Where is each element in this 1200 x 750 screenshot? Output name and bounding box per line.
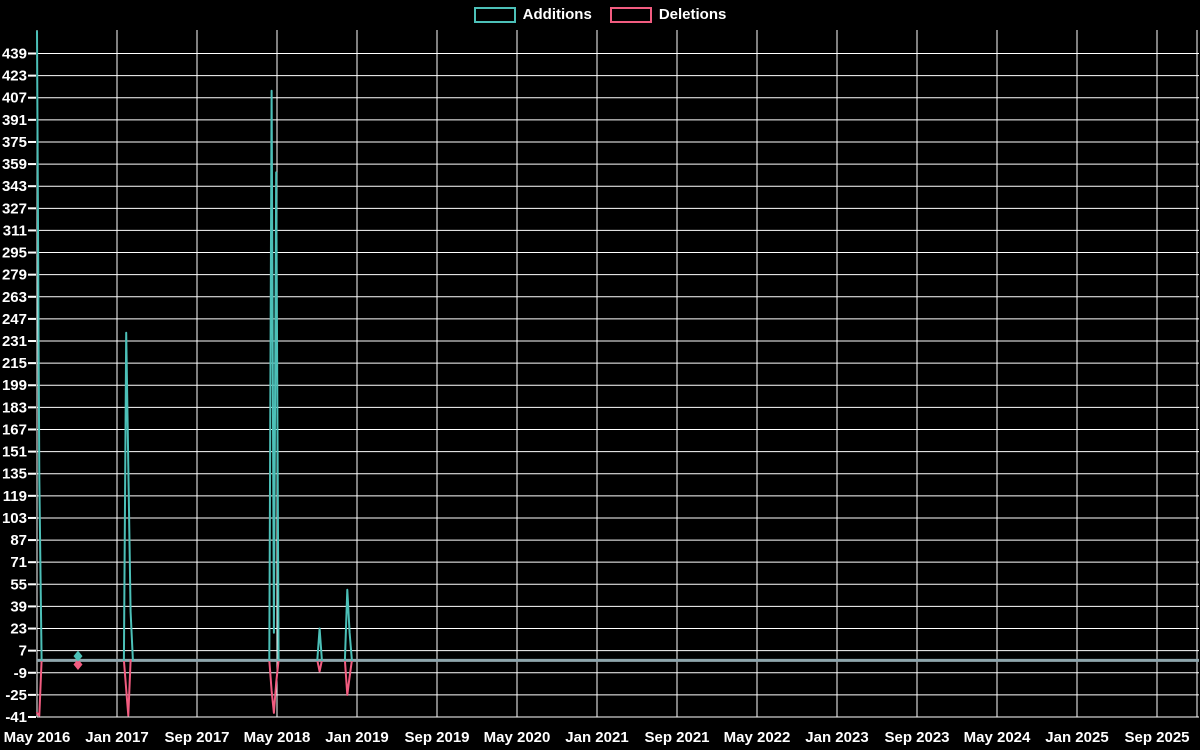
x-tick-label: Sep 2017 (164, 729, 229, 746)
x-tick-label: Jan 2025 (1045, 729, 1108, 746)
axis-ticks-and-labels: 439 423 407 391 375 359 343 327 311 295 279 263 247 2… (2, 45, 1190, 746)
deletions-point-marker (73, 658, 83, 670)
additions-line-segment (268, 89, 280, 662)
y-tick-label: 71 (10, 554, 27, 571)
x-tick-label: Sep 2025 (1124, 729, 1189, 746)
additions-point-marker (73, 650, 83, 662)
data-series (36, 30, 353, 717)
y-tick-label: 151 (2, 444, 27, 461)
deletions-line-segment (36, 659, 43, 717)
additions-line-segment (343, 588, 353, 662)
y-tick-label: 215 (2, 355, 27, 372)
y-tick-label: 263 (2, 289, 27, 306)
x-tick-label: Sep 2023 (884, 729, 949, 746)
y-tick-label: 359 (2, 156, 27, 173)
y-tick-label: 231 (2, 333, 27, 350)
legend-item-deletions[interactable]: Deletions (609, 6, 727, 23)
x-tick-label: May 2020 (484, 729, 551, 746)
legend: Additions Deletions (0, 6, 1200, 23)
additions-line-segment (36, 30, 43, 662)
additions-swatch-icon (473, 6, 516, 23)
deletions-line-segment (343, 659, 353, 696)
y-tick-label: 39 (10, 598, 27, 615)
y-tick-label: 327 (2, 200, 27, 217)
x-tick-label: May 2016 (4, 729, 71, 746)
x-tick-label: May 2022 (724, 729, 791, 746)
y-tick-label: -9 (14, 665, 27, 682)
deletions-line-segment (268, 659, 280, 714)
y-tick-label: 55 (10, 576, 27, 593)
y-tick-label: -41 (5, 709, 27, 726)
deletions-line-segment (316, 659, 323, 673)
legend-label-deletions: Deletions (658, 6, 727, 23)
y-tick-label: 103 (2, 510, 27, 527)
x-tick-label: Jan 2021 (565, 729, 628, 746)
y-tick-label: 407 (2, 90, 27, 107)
y-tick-label: -25 (5, 687, 27, 704)
y-tick-label: 343 (2, 178, 27, 195)
y-tick-label: 7 (19, 643, 27, 660)
y-tick-label: 295 (2, 245, 27, 262)
y-tick-label: 135 (2, 466, 27, 483)
y-tick-label: 23 (10, 621, 27, 638)
y-tick-label: 87 (10, 532, 27, 549)
x-tick-label: Sep 2021 (644, 729, 709, 746)
y-tick-label: 199 (2, 377, 27, 394)
x-tick-label: May 2024 (964, 729, 1031, 746)
x-tick-label: May 2018 (244, 729, 311, 746)
x-tick-label: Jan 2017 (85, 729, 148, 746)
x-tick-label: Jan 2023 (805, 729, 868, 746)
legend-label-additions: Additions (522, 6, 592, 23)
y-tick-label: 183 (2, 399, 27, 416)
additions-line-segment (316, 627, 323, 662)
y-tick-label: 375 (2, 134, 27, 151)
y-tick-label: 439 (2, 45, 27, 62)
deletions-line-segment (122, 659, 132, 717)
y-tick-label: 119 (3, 488, 27, 505)
y-tick-label: 247 (2, 311, 27, 328)
y-tick-label: 279 (2, 267, 27, 284)
y-tick-label: 167 (2, 421, 27, 438)
y-tick-label: 391 (2, 112, 27, 129)
x-tick-label: Jan 2019 (325, 729, 388, 746)
legend-item-additions[interactable]: Additions (473, 6, 592, 23)
y-tick-label: 311 (3, 222, 27, 239)
y-tick-label: 423 (2, 68, 27, 85)
additions-line-segment (122, 331, 134, 662)
gridlines (36, 30, 1199, 718)
deletions-swatch-icon (609, 6, 652, 23)
x-tick-label: Sep 2019 (404, 729, 469, 746)
